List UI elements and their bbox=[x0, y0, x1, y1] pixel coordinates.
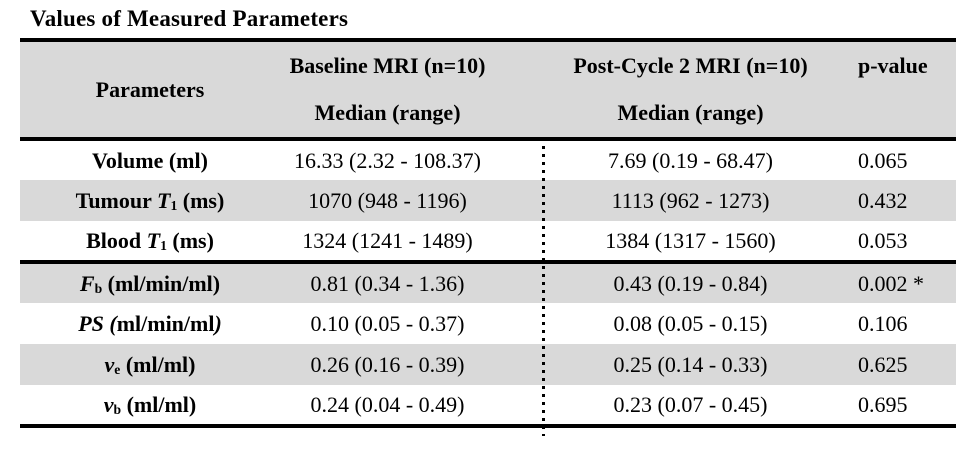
baseline-value: 0.10 (0.05 - 0.37) bbox=[310, 310, 465, 336]
column-header-baseline: Baseline MRI (n=10) bbox=[280, 40, 543, 89]
table-row-ve: ve (ml/ml) 0.26 (0.16 - 0.39) 0.25 (0.14… bbox=[20, 344, 956, 385]
parameter-label: vb (ml/ml) bbox=[20, 385, 280, 426]
label-units: (ml/ml) bbox=[121, 391, 197, 417]
label-text: Blood bbox=[86, 227, 147, 253]
label-text: Volume (ml) bbox=[92, 147, 208, 173]
parameters-table: Parameters Baseline MRI (n=10) Post-Cycl… bbox=[20, 38, 956, 428]
label-symbol: F bbox=[79, 270, 95, 296]
table-row-tumour-t1: Tumour T1 (ms) 1070 (948 - 1196) 1113 (9… bbox=[20, 180, 956, 221]
table-header: Parameters Baseline MRI (n=10) Post-Cycl… bbox=[20, 40, 956, 139]
parameters-table-wrap: Parameters Baseline MRI (n=10) Post-Cycl… bbox=[20, 38, 956, 428]
parameter-label: PS (ml/min/ml) bbox=[20, 303, 280, 344]
label-symbol: T bbox=[146, 227, 161, 253]
p-value: 0.002 * bbox=[838, 260, 956, 303]
label-suffix-italic: ) bbox=[214, 310, 222, 336]
table-row-blood-t1: Blood T1 (ms) 1324 (1241 - 1489) 1384 (1… bbox=[20, 221, 956, 262]
baseline-value: 0.26 (0.16 - 0.39) bbox=[280, 344, 543, 385]
table-row-vb: vb (ml/ml) 0.24 (0.04 - 0.49) 0.23 (0.07… bbox=[20, 385, 956, 426]
post-cycle-value: 1113 (962 - 1273) bbox=[543, 180, 838, 221]
post-cycle-value: 0.43 (0.19 - 0.84) bbox=[543, 260, 838, 303]
baseline-value: 0.24 (0.04 - 0.49) bbox=[310, 391, 465, 417]
table-title: Values of Measured Parameters bbox=[30, 6, 349, 31]
parameter-label: Volume (ml) bbox=[20, 139, 280, 180]
label-symbol: v bbox=[104, 351, 115, 377]
baseline-value: 16.33 (2.32 - 108.37) bbox=[294, 147, 481, 173]
table-row-fb: Fb (ml/min/ml) 0.81 (0.34 - 1.36) 0.43 (… bbox=[20, 260, 956, 303]
p-value: 0.625 bbox=[838, 344, 956, 385]
column-header-parameters: Parameters bbox=[20, 40, 280, 139]
p-value: 0.695 bbox=[858, 391, 908, 417]
label-units: (ml/ml) bbox=[120, 351, 196, 377]
label-symbol: v bbox=[103, 391, 114, 417]
post-cycle-value: 1384 (1317 - 1560) bbox=[605, 227, 776, 253]
p-value: 0.106 bbox=[858, 310, 908, 336]
label-subscript: 1 bbox=[170, 197, 178, 213]
subheader-median-baseline: Median (range) bbox=[280, 89, 543, 139]
label-text: Tumour bbox=[75, 187, 157, 213]
post-cycle-value: 0.25 (0.14 - 0.33) bbox=[543, 344, 838, 385]
baseline-value: 0.81 (0.34 - 1.36) bbox=[280, 260, 543, 303]
label-symbol: PS ( bbox=[78, 310, 117, 336]
post-cycle-value: 0.23 (0.07 - 0.45) bbox=[613, 391, 768, 417]
header-row-1: Parameters Baseline MRI (n=10) Post-Cycl… bbox=[20, 40, 956, 139]
label-units: (ms) bbox=[177, 187, 225, 213]
p-value: 0.065 bbox=[858, 147, 908, 173]
baseline-value: 1324 (1241 - 1489) bbox=[302, 227, 473, 253]
baseline-value: 1070 (948 - 1196) bbox=[280, 180, 543, 221]
column-separator-dotted bbox=[542, 146, 545, 436]
header-row-2: Median (range) Median (range) bbox=[20, 89, 956, 139]
subheader-median-post: Median (range) bbox=[543, 89, 838, 139]
table-row-volume: Volume (ml) 16.33 (2.32 - 108.37) 7.69 (… bbox=[20, 139, 956, 180]
label-symbol: T bbox=[157, 187, 171, 213]
label-subscript: b bbox=[94, 280, 103, 296]
parameter-label: Fb (ml/min/ml) bbox=[20, 260, 280, 303]
parameter-label: Blood T1 (ms) bbox=[20, 221, 280, 262]
p-value: 0.053 bbox=[858, 227, 908, 253]
label-subscript: e bbox=[114, 361, 121, 377]
label-subscript: 1 bbox=[160, 237, 167, 253]
label-units: (ms) bbox=[166, 227, 214, 253]
label-units: (ml/min/ml) bbox=[102, 270, 221, 296]
post-cycle-value: 0.08 (0.05 - 0.15) bbox=[613, 310, 768, 336]
p-value: 0.432 bbox=[838, 180, 956, 221]
label-units: ml/min/ml bbox=[116, 310, 215, 336]
table-row-ps: PS (ml/min/ml) 0.10 (0.05 - 0.37) 0.08 (… bbox=[20, 303, 956, 344]
column-header-post-cycle: Post-Cycle 2 MRI (n=10) bbox=[543, 40, 838, 89]
label-subscript: b bbox=[113, 401, 122, 417]
column-header-p-value: p-value bbox=[838, 40, 956, 139]
post-cycle-value: 7.69 (0.19 - 68.47) bbox=[608, 147, 773, 173]
parameter-label: ve (ml/ml) bbox=[20, 344, 280, 385]
table-body: Volume (ml) 16.33 (2.32 - 108.37) 7.69 (… bbox=[20, 139, 956, 426]
parameter-label: Tumour T1 (ms) bbox=[20, 180, 280, 221]
